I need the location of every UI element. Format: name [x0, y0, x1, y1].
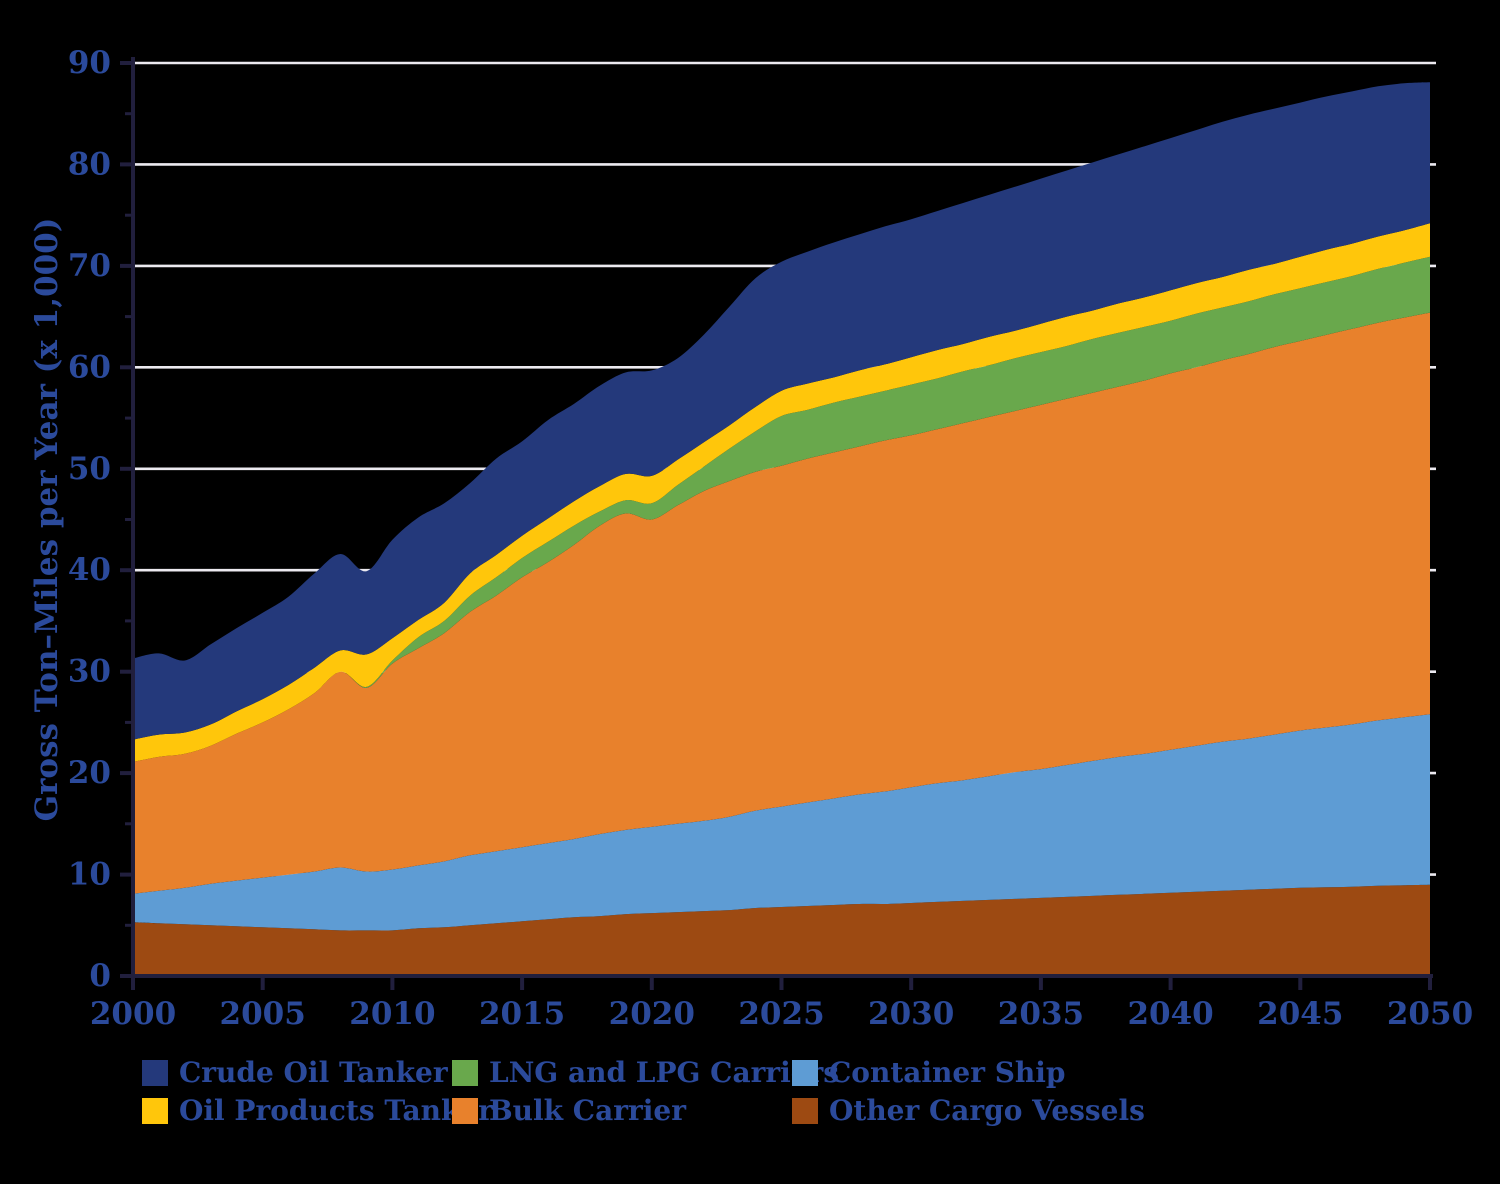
- legend-item-bulk-carrier: Bulk Carrier: [452, 1094, 792, 1127]
- area-container-ship: [133, 714, 1430, 931]
- y-axis-tick-label: 80: [68, 146, 111, 182]
- x-axis-tick-label: 2005: [220, 996, 306, 1032]
- x-axis-tick-label: 2035: [998, 996, 1084, 1032]
- legend-swatch-lng-lpg-carriers: [452, 1059, 478, 1086]
- legend-item-other-cargo-vessels: Other Cargo Vessels: [792, 1094, 1145, 1127]
- legend-label-container-ship: Container Ship: [829, 1056, 1066, 1089]
- y-axis-tick-label: 90: [68, 45, 111, 81]
- area-oil-products-tanker: [133, 223, 1430, 763]
- legend-label-bulk-carrier: Bulk Carrier: [489, 1094, 686, 1127]
- legend-swatch-bulk-carrier: [452, 1097, 478, 1124]
- chart-legend: Crude Oil Tanker LNG and LPG Carriers Co…: [142, 1056, 1145, 1127]
- y-axis-tick-label: 0: [89, 958, 111, 994]
- y-axis-tick-label: 70: [68, 248, 111, 284]
- x-axis-tick-label: 2045: [1257, 996, 1343, 1032]
- area-lng-and-lpg-carriers: [133, 256, 1430, 762]
- x-axis-tick-label: 2020: [609, 996, 695, 1032]
- y-axis-tick-label: 40: [68, 552, 111, 588]
- legend-label-lng-lpg-carriers: LNG and LPG Carriers: [489, 1056, 840, 1089]
- y-axis-tick-label: 20: [68, 755, 111, 791]
- legend-item-oil-products-tanker: Oil Products Tanker: [142, 1097, 493, 1125]
- legend-label-other-cargo-vessels: Other Cargo Vessels: [829, 1094, 1145, 1127]
- legend-item-crude-oil-tanker: Crude Oil Tanker: [142, 1056, 452, 1089]
- x-axis-tick-label: 2030: [868, 996, 954, 1032]
- y-axis-title: Gross Ton–Miles per Year (x 1,000): [29, 218, 65, 822]
- x-axis-tick-label: 2025: [738, 996, 824, 1032]
- legend-item-lng-lpg-carriers: LNG and LPG Carriers: [452, 1059, 839, 1087]
- legend-swatch-oil-products-tanker: [142, 1097, 168, 1124]
- legend-swatch-crude-oil-tanker: [142, 1059, 168, 1086]
- x-axis-tick-label: 2000: [90, 996, 176, 1032]
- legend-label-oil-products-tanker: Oil Products Tanker: [179, 1094, 493, 1127]
- y-axis-tick-label: 10: [68, 857, 111, 893]
- x-axis-tick-label: 2010: [349, 996, 435, 1032]
- legend-swatch-other-cargo-vessels: [792, 1097, 818, 1124]
- x-axis-tick-label: 2015: [479, 996, 565, 1032]
- legend-item-container-ship: Container Ship: [792, 1056, 1145, 1089]
- y-axis-tick-label: 30: [68, 654, 111, 690]
- legend-swatch-container-ship: [792, 1059, 818, 1086]
- legend-label-crude-oil-tanker: Crude Oil Tanker: [179, 1056, 448, 1089]
- area-crude-oil-tanker: [133, 82, 1430, 740]
- y-axis-tick-label: 50: [68, 451, 111, 487]
- x-axis-tick-label: 2040: [1127, 996, 1213, 1032]
- area-bulk-carrier: [133, 312, 1430, 894]
- area-other-cargo-vessels: [133, 884, 1430, 976]
- y-axis-tick-label: 60: [68, 349, 111, 385]
- x-axis-tick-label: 2050: [1387, 996, 1473, 1032]
